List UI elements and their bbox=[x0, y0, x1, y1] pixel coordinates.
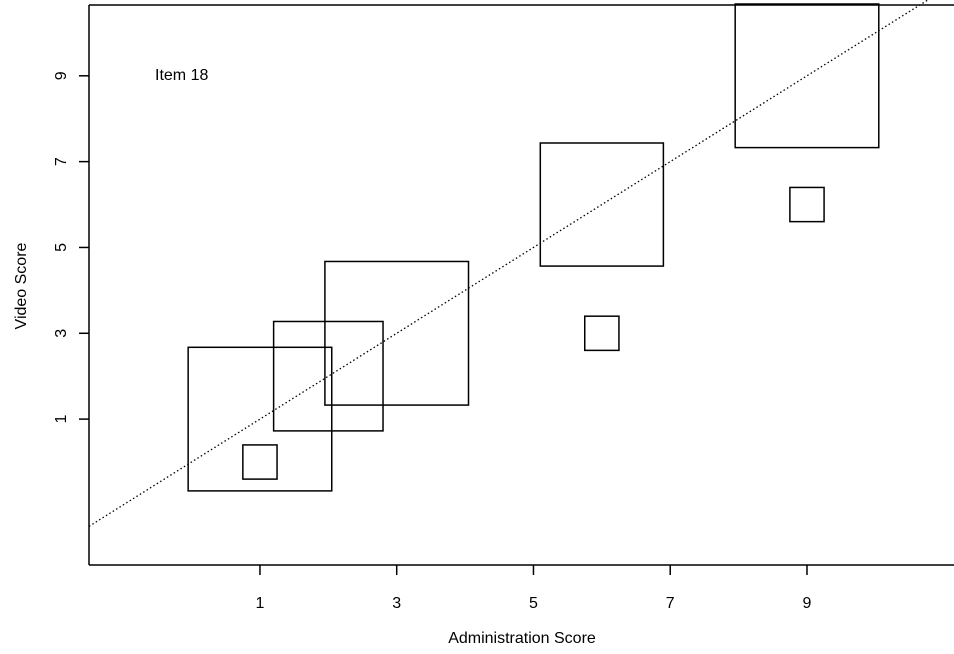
y-tick-label: 5 bbox=[53, 243, 70, 252]
data-point-square bbox=[789, 186, 825, 223]
x-tick-label: 7 bbox=[666, 595, 675, 612]
data-point-square bbox=[584, 315, 620, 352]
data-point-square bbox=[539, 142, 665, 267]
data-point-square bbox=[242, 444, 278, 480]
x-tick-label: 3 bbox=[392, 595, 401, 612]
y-tick-label: 3 bbox=[53, 329, 70, 338]
y-tick-label: 1 bbox=[53, 415, 70, 424]
y-tick-label: 7 bbox=[53, 157, 70, 166]
x-tick-label: 5 bbox=[529, 595, 538, 612]
data-point-square bbox=[272, 320, 384, 432]
data-point-square bbox=[187, 346, 333, 492]
x-tick-label: 9 bbox=[803, 595, 812, 612]
y-tick-label: 9 bbox=[53, 71, 70, 80]
data-point-square bbox=[734, 3, 880, 149]
y-axis-label: Video Score bbox=[13, 242, 30, 329]
chart-marks: 1 3 5 7 9 1 3 5 7 9 bbox=[53, 0, 954, 612]
data-point-square bbox=[324, 260, 470, 406]
x-tick-label: 1 bbox=[255, 595, 264, 612]
item-annotation: Item 18 bbox=[155, 67, 208, 84]
reference-line-dotted bbox=[88, 0, 930, 527]
x-axis-label: Administration Score bbox=[448, 630, 596, 647]
